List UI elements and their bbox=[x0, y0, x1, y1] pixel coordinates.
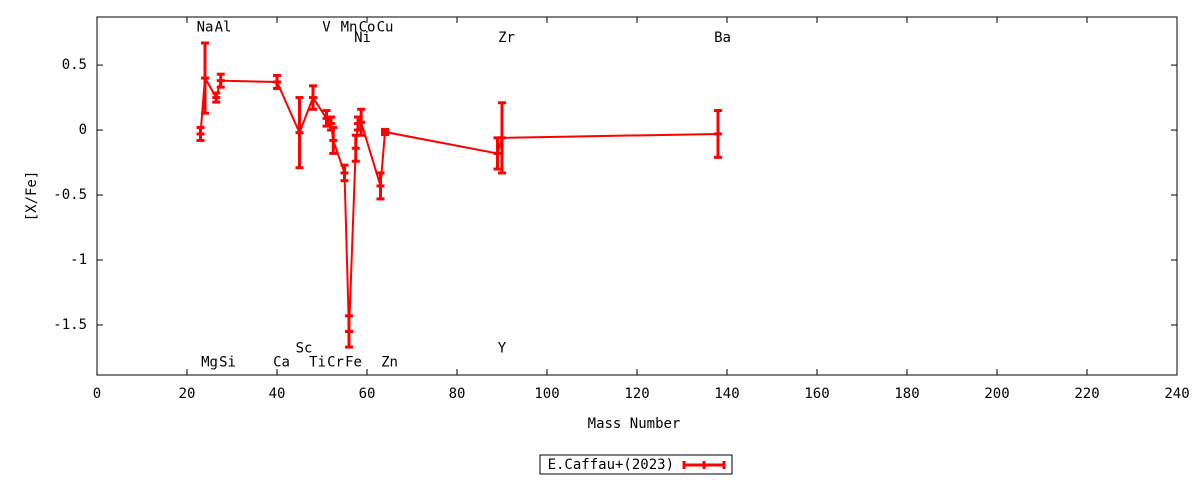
error-bar bbox=[493, 136, 502, 171]
x-tick-label: 60 bbox=[359, 386, 376, 402]
x-axis-label: Mass Number bbox=[588, 416, 681, 432]
y-tick-label: -1.5 bbox=[53, 317, 87, 333]
error-bar bbox=[376, 171, 385, 201]
y-axis-label: [X/Fe] bbox=[24, 171, 40, 222]
error-bar bbox=[329, 125, 338, 155]
x-tick-label: 0 bbox=[93, 386, 101, 402]
error-bar bbox=[273, 73, 281, 90]
error-bar bbox=[345, 314, 353, 349]
x-tick-label: 220 bbox=[1074, 386, 1099, 402]
x-tick-label: 40 bbox=[269, 386, 286, 402]
x-tick-label: 160 bbox=[804, 386, 829, 402]
error-bar bbox=[309, 84, 317, 111]
element-label: Fe bbox=[345, 355, 362, 371]
y-tick-label: -1 bbox=[70, 252, 87, 268]
error-bar bbox=[714, 109, 722, 159]
element-label: Zr bbox=[498, 30, 515, 46]
x-tick-label: 100 bbox=[534, 386, 559, 402]
x-tick-label: 200 bbox=[984, 386, 1009, 402]
y-tick-label: 0 bbox=[79, 122, 87, 138]
error-bar bbox=[351, 133, 360, 163]
error-bar bbox=[340, 163, 349, 183]
element-label: Al bbox=[215, 19, 232, 35]
element-label: Mg bbox=[201, 355, 218, 371]
error-bar bbox=[381, 127, 389, 137]
element-label: Cr bbox=[327, 355, 344, 371]
legend-label: E.Caffau+(2023) bbox=[548, 457, 674, 473]
error-bar bbox=[498, 101, 506, 175]
element-label: Zn bbox=[381, 355, 398, 371]
element-label: Sc bbox=[296, 340, 313, 356]
error-bar bbox=[216, 72, 225, 89]
element-label: Y bbox=[498, 340, 507, 356]
error-bar bbox=[212, 91, 221, 104]
error-bar bbox=[196, 125, 205, 142]
x-tick-label: 80 bbox=[449, 386, 466, 402]
series-line bbox=[199, 74, 719, 332]
y-tick-label: 0.5 bbox=[62, 57, 87, 73]
error-bar bbox=[357, 107, 366, 137]
error-bar bbox=[201, 41, 209, 115]
element-label: Na bbox=[197, 19, 214, 35]
x-tick-label: 140 bbox=[714, 386, 739, 402]
element-label: Co bbox=[359, 19, 376, 35]
element-label: Ni bbox=[354, 30, 371, 46]
legend-box bbox=[539, 454, 733, 475]
x-tick-label: 20 bbox=[179, 386, 196, 402]
element-label: Cu bbox=[377, 19, 394, 35]
y-tick-label: -0.5 bbox=[53, 187, 87, 203]
element-label: Ba bbox=[714, 30, 731, 46]
x-tick-label: 180 bbox=[894, 386, 919, 402]
element-label: Mn bbox=[341, 19, 358, 35]
plot-frame bbox=[96, 16, 1178, 376]
element-label: V bbox=[322, 19, 331, 35]
element-label: Ti bbox=[309, 355, 326, 371]
x-tick-label: 120 bbox=[624, 386, 649, 402]
element-label: Si bbox=[219, 355, 236, 371]
element-label: Ca bbox=[273, 355, 290, 371]
error-bar bbox=[295, 96, 304, 170]
x-tick-label: 240 bbox=[1164, 386, 1189, 402]
